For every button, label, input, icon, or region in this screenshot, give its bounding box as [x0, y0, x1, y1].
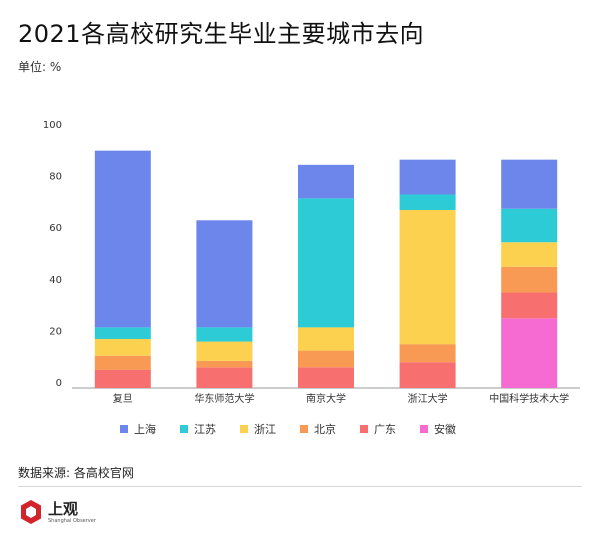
y-tick-label: 60 [49, 223, 62, 234]
bar-segment [196, 367, 253, 388]
x-category-label: 复旦 [113, 392, 133, 405]
legend-swatch [420, 425, 428, 433]
bar-segment [298, 327, 354, 351]
bar-segment [501, 159, 558, 209]
y-tick-label: 100 [43, 120, 62, 131]
x-category-label: 浙江大学 [408, 392, 448, 405]
bar-segment [298, 198, 354, 328]
bar-segment [399, 362, 456, 388]
legend-swatch [180, 425, 188, 433]
bar-segment [94, 338, 151, 356]
bar-segment [196, 341, 253, 361]
y-tick-label: 80 [49, 172, 62, 183]
legend-swatch [240, 425, 248, 433]
bar-segment [94, 327, 151, 339]
bar-segment [501, 242, 558, 267]
bar-segment [501, 208, 558, 243]
legend-label: 浙江 [254, 423, 276, 436]
bar-segment [399, 159, 456, 195]
y-tick-label: 40 [49, 275, 62, 286]
legend-label: 上海 [134, 422, 156, 436]
bar-segment [399, 194, 456, 210]
shanghai-observer-logo: 上观 Shanghai Observer [18, 496, 128, 530]
y-tick-label: 20 [49, 326, 62, 337]
y-tick-label: 0 [56, 378, 62, 389]
logo-subtext: Shanghai Observer [48, 518, 96, 524]
legend-swatch [300, 425, 308, 433]
bar-segment [298, 164, 354, 199]
legend-swatch [120, 425, 128, 433]
legend-label: 广东 [374, 423, 396, 436]
legend-label: 北京 [314, 422, 336, 436]
bar-segment [94, 150, 151, 328]
logo-mark-icon [21, 500, 41, 524]
bar-segment [94, 369, 151, 388]
x-category-label: 华东师范大学 [194, 392, 254, 405]
bar-segment [196, 327, 253, 342]
unit-label: 单位: % [18, 60, 62, 74]
logo-text: 上观 [48, 500, 79, 518]
footer-divider [18, 486, 582, 487]
bar-segment [94, 355, 151, 370]
legend-swatch [360, 425, 368, 433]
bar-segment [298, 367, 354, 388]
bar-segment [196, 360, 253, 368]
legend-label: 江苏 [194, 423, 216, 436]
bar-segment [501, 318, 558, 388]
bar-segment [399, 344, 456, 363]
chart-title: 2021各高校研究生毕业主要城市去向 [18, 20, 425, 48]
source-note: 数据来源: 各高校官网 [18, 466, 134, 480]
bar-segment [501, 292, 558, 319]
bar-segment [399, 209, 456, 345]
bar-segment [298, 350, 354, 368]
legend-label: 安徽 [434, 422, 456, 436]
bar-segment [501, 266, 558, 293]
x-category-label: 南京大学 [306, 392, 346, 405]
x-category-label: 中国科学技术大学 [489, 392, 569, 405]
bar-segment [196, 220, 253, 328]
